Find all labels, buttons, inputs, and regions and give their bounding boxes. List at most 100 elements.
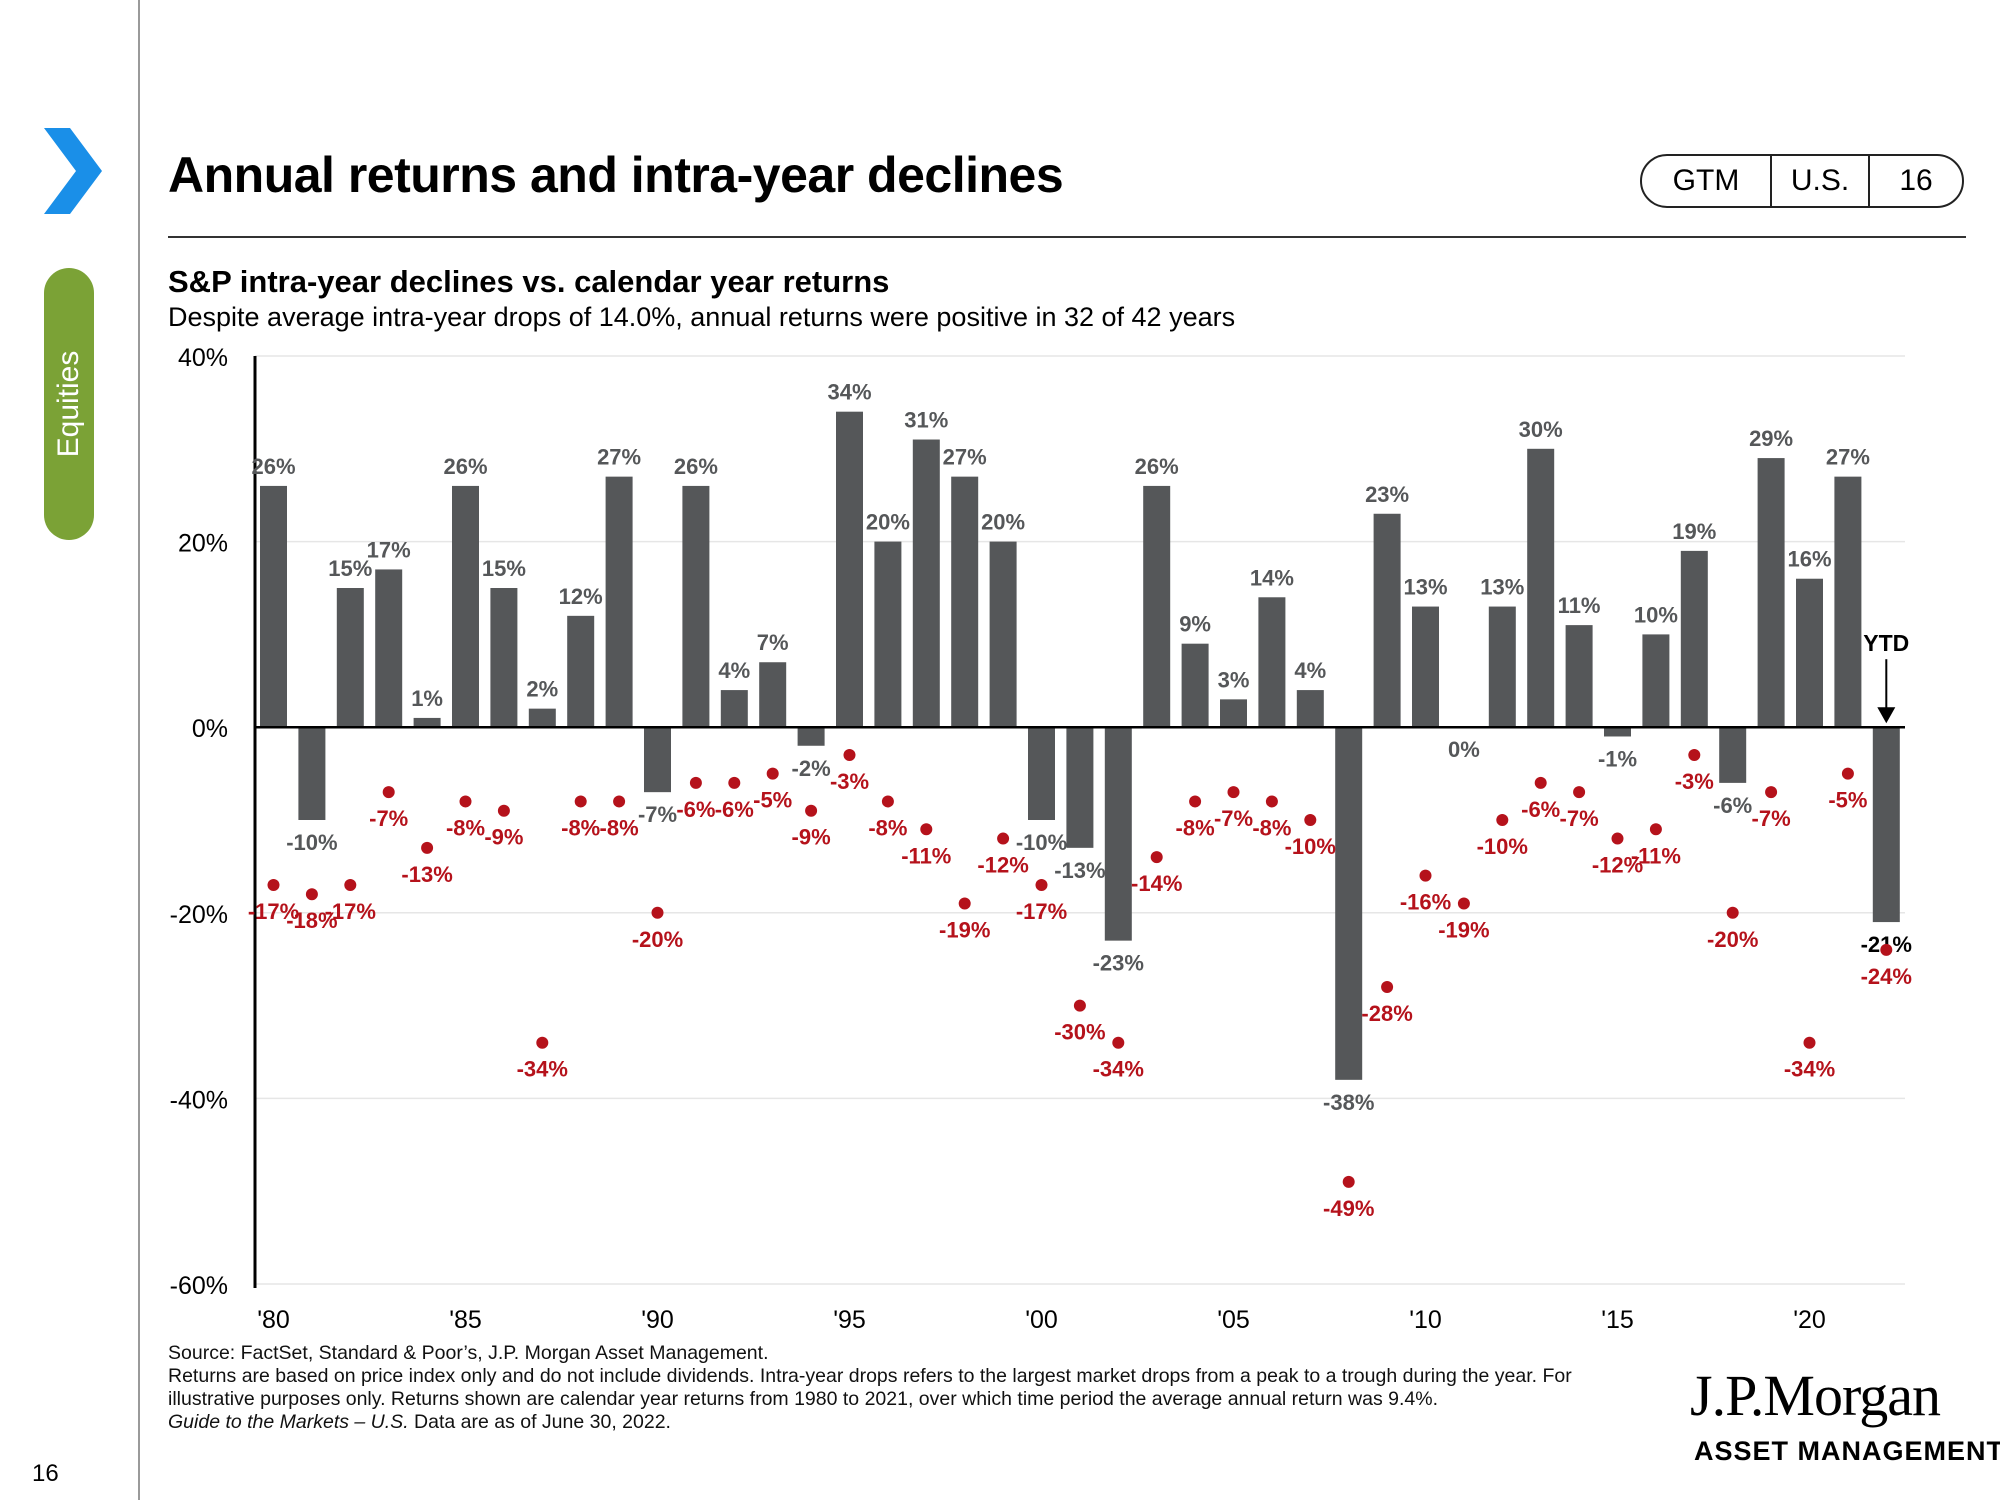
return-bar	[375, 569, 403, 728]
decline-label: -24%	[1861, 964, 1912, 989]
return-label: 14%	[1250, 565, 1294, 590]
decline-label: -10%	[1285, 834, 1336, 859]
decline-dot	[651, 906, 664, 919]
decline-label: -8%	[600, 815, 639, 840]
decline-dot	[1649, 823, 1662, 836]
chevron-right-icon[interactable]	[36, 128, 102, 214]
decline-label: -19%	[1438, 918, 1489, 943]
decline-dot	[459, 795, 472, 808]
return-bar	[1258, 597, 1286, 728]
return-bar	[605, 476, 633, 728]
return-label: 1%	[411, 686, 443, 711]
return-label: 34%	[827, 380, 871, 405]
decline-dot	[497, 804, 510, 817]
decline-dot	[536, 1036, 549, 1049]
decline-dot	[267, 878, 280, 891]
decline-label: -49%	[1323, 1196, 1374, 1221]
decline-dot	[1688, 749, 1701, 762]
return-label: 17%	[367, 537, 411, 562]
return-bar	[1412, 606, 1439, 728]
decline-label: -17%	[325, 899, 376, 924]
x-tick-label: '15	[1601, 1306, 1634, 1334]
badge-guide: GTM	[1672, 164, 1740, 197]
decline-dot	[1342, 1175, 1355, 1188]
return-bar	[1296, 690, 1324, 728]
decline-dot	[1611, 832, 1624, 845]
y-tick-label: 0%	[192, 715, 228, 743]
footnote-as-of: Data are as of June 30, 2022.	[408, 1411, 671, 1433]
decline-dot	[1496, 814, 1509, 826]
decline-label: -7%	[1214, 806, 1253, 831]
decline-label: -8%	[446, 815, 485, 840]
return-bar	[1796, 578, 1823, 728]
return-bar	[1757, 458, 1785, 728]
page-badge: GTM U.S. 16	[1640, 154, 1964, 208]
x-tick-label: '95	[833, 1306, 866, 1334]
return-bar	[1642, 634, 1670, 728]
decline-label: -3%	[830, 769, 869, 794]
badge-page: 16	[1868, 156, 1962, 206]
return-bar	[336, 588, 364, 728]
decline-label: -12%	[1592, 853, 1643, 878]
x-tick-label: '20	[1793, 1306, 1826, 1334]
decline-label: -34%	[1093, 1057, 1144, 1082]
decline-dot	[305, 888, 318, 901]
decline-dot	[728, 776, 741, 789]
return-label: 31%	[904, 408, 948, 433]
return-bar	[260, 485, 287, 728]
decline-label: -17%	[248, 899, 299, 924]
decline-label: -7%	[369, 806, 408, 831]
decline-dot	[613, 795, 626, 808]
decline-label: -13%	[401, 862, 452, 887]
decline-label: -5%	[753, 788, 792, 813]
return-label: 26%	[251, 454, 295, 479]
decline-label: -9%	[484, 825, 523, 850]
decline-label: -6%	[715, 797, 754, 822]
x-tick-label: '85	[449, 1306, 482, 1334]
decline-label: -7%	[1752, 806, 1791, 831]
return-label: -1%	[1598, 746, 1637, 771]
decline-label: -17%	[1016, 899, 1067, 924]
return-bar	[874, 541, 902, 728]
y-tick-label: 20%	[178, 530, 228, 558]
decline-label: -8%	[1252, 815, 1291, 840]
return-label: 15%	[482, 556, 526, 581]
decline-dot	[843, 749, 856, 762]
return-bar	[1527, 448, 1555, 728]
chart-subtitle: Despite average intra-year drops of 14.0…	[168, 302, 1236, 332]
section-tab-equities[interactable]: Equities	[44, 268, 94, 540]
return-label: 26%	[1135, 454, 1179, 479]
return-bar	[1335, 727, 1363, 1080]
decline-label: -6%	[676, 797, 715, 822]
return-bar	[1680, 550, 1708, 728]
x-tick-label: '80	[257, 1306, 290, 1334]
decline-dot	[1457, 897, 1470, 910]
decline-dot	[1573, 786, 1586, 799]
y-tick-label: -60%	[170, 1272, 228, 1300]
decline-dot	[1381, 981, 1394, 994]
decline-dot	[1150, 851, 1163, 864]
decline-dot	[920, 823, 933, 836]
return-label: -23%	[1093, 951, 1144, 976]
return-label: 4%	[1294, 658, 1326, 683]
return-label: 13%	[1480, 575, 1524, 600]
return-bar	[720, 690, 748, 728]
decline-dot	[1419, 869, 1432, 882]
left-divider	[138, 0, 140, 1500]
return-bar	[1143, 485, 1171, 728]
return-bar	[1872, 727, 1900, 923]
decline-label: -19%	[939, 918, 990, 943]
decline-dot	[421, 841, 434, 854]
decline-dot	[1841, 767, 1854, 780]
return-bar	[1565, 625, 1593, 728]
decline-dot	[1189, 795, 1202, 808]
return-label: 3%	[1218, 667, 1250, 692]
return-label: 20%	[866, 510, 910, 535]
jpmorgan-logo: J.P.Morgan	[1690, 1363, 1941, 1428]
return-label: 27%	[597, 445, 641, 470]
return-bar	[1373, 513, 1401, 728]
decline-label: -34%	[1784, 1057, 1835, 1082]
title-rule	[168, 236, 1966, 238]
x-tick-label: '10	[1409, 1306, 1442, 1334]
return-label: 9%	[1179, 612, 1211, 637]
